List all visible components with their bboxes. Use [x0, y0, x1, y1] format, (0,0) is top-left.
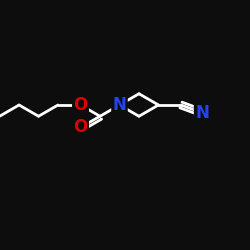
- Text: N: N: [195, 104, 209, 122]
- Text: N: N: [112, 96, 126, 114]
- Text: O: O: [74, 96, 88, 114]
- Text: O: O: [74, 118, 88, 136]
